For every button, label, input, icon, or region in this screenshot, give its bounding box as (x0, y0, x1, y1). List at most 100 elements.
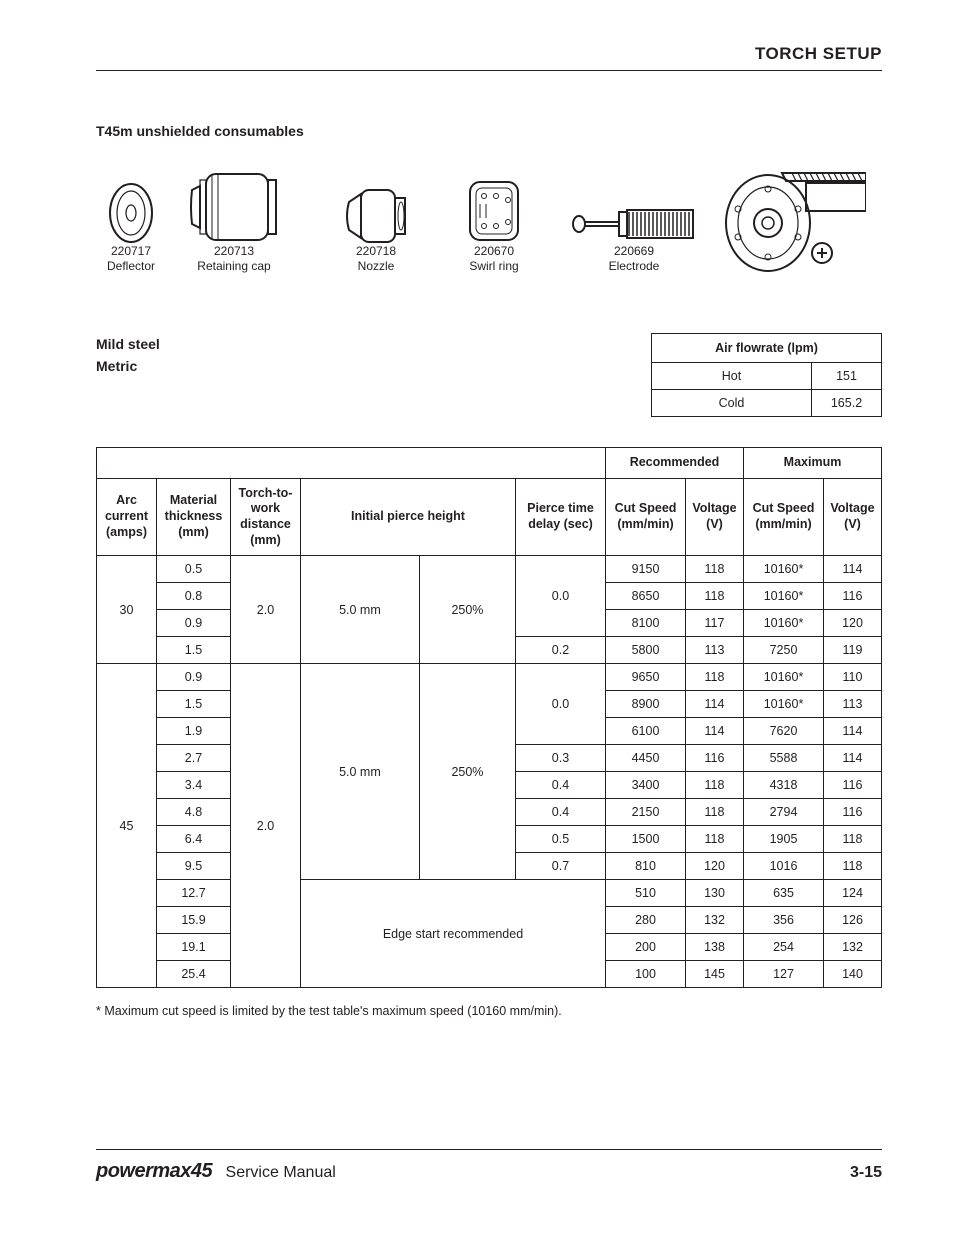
flow-cold-label: Cold (652, 390, 812, 417)
cell-mv: 118 (824, 853, 882, 880)
cell-mcs: 10160* (744, 583, 824, 610)
cell-mv: 132 (824, 934, 882, 961)
cell-ph-pct: 250% (419, 664, 515, 880)
consumable-nozzle: 220718 Nozzle (340, 188, 412, 275)
th-max-cs: Cut Speed (mm/min) (744, 478, 824, 556)
cell-mv: 110 (824, 664, 882, 691)
cell-t: 12.7 (157, 880, 231, 907)
cell-delay: 0.0 (516, 556, 606, 637)
torch-icon (706, 165, 866, 275)
cell-delay: 0.4 (516, 772, 606, 799)
cell-rv: 114 (686, 718, 744, 745)
cell-t: 6.4 (157, 826, 231, 853)
cell-rv: 120 (686, 853, 744, 880)
th-pierce-d: Pierce time delay (sec) (516, 478, 606, 556)
th-blank (97, 448, 606, 479)
cell-mcs: 4318 (744, 772, 824, 799)
cell-rcs: 3400 (606, 772, 686, 799)
cell-mv: 118 (824, 826, 882, 853)
cell-t: 0.9 (157, 610, 231, 637)
cell-rcs: 280 (606, 907, 686, 934)
electrode-icon (571, 204, 697, 244)
cell-t: 4.8 (157, 799, 231, 826)
cell-rcs: 4450 (606, 745, 686, 772)
cell-rv: 145 (686, 961, 744, 988)
cell-t: 25.4 (157, 961, 231, 988)
part-number: 220670 (474, 244, 514, 260)
cell-rv: 118 (686, 556, 744, 583)
flow-hot-value: 151 (812, 363, 882, 390)
cell-t: 15.9 (157, 907, 231, 934)
cell-ttw: 2.0 (231, 556, 301, 664)
part-name: Electrode (609, 259, 660, 275)
cell-mcs: 356 (744, 907, 824, 934)
cell-t: 1.9 (157, 718, 231, 745)
cell-rv: 118 (686, 664, 744, 691)
cell-delay: 0.0 (516, 664, 606, 745)
cell-t: 1.5 (157, 691, 231, 718)
cell-rcs: 810 (606, 853, 686, 880)
cell-delay: 0.5 (516, 826, 606, 853)
page-footer: powermax45 Service Manual 3-15 (96, 1149, 882, 1183)
deflector-icon (105, 182, 157, 244)
part-name: Nozzle (358, 259, 395, 275)
section-title: T45m unshielded consumables (96, 123, 882, 139)
th-thickness: Material thickness (mm) (157, 478, 231, 556)
cut-chart-table: Recommended Maximum Arc current (amps) M… (96, 447, 882, 988)
th-max-v: Voltage (V) (824, 478, 882, 556)
part-name: Swirl ring (469, 259, 518, 275)
cell-rv: 113 (686, 637, 744, 664)
cell-delay: 0.7 (516, 853, 606, 880)
cell-mcs: 10160* (744, 610, 824, 637)
cell-delay: 0.2 (516, 637, 606, 664)
cell-mcs: 10160* (744, 664, 824, 691)
cell-rcs: 8100 (606, 610, 686, 637)
cell-rv: 116 (686, 745, 744, 772)
cell-t: 0.5 (157, 556, 231, 583)
swirl-ring-icon (466, 178, 522, 244)
cell-rv: 130 (686, 880, 744, 907)
page-number: 3-15 (850, 1164, 882, 1182)
cell-edge: Edge start recommended (301, 880, 606, 988)
flow-hot-label: Hot (652, 363, 812, 390)
part-number: 220718 (356, 244, 396, 260)
cell-mv: 119 (824, 637, 882, 664)
material-flow-row: Mild steel Metric Air flowrate (lpm) Hot… (96, 333, 882, 417)
cell-mv: 124 (824, 880, 882, 907)
material-label: Mild steel Metric (96, 333, 160, 378)
cell-rcs: 1500 (606, 826, 686, 853)
consumable-swirl-ring: 220670 Swirl ring (458, 178, 530, 275)
cell-mcs: 1016 (744, 853, 824, 880)
cell-mv: 116 (824, 583, 882, 610)
th-pierce-h: Initial pierce height (301, 478, 516, 556)
cell-t: 19.1 (157, 934, 231, 961)
cell-mv: 140 (824, 961, 882, 988)
cell-rcs: 5800 (606, 637, 686, 664)
part-name: Deflector (107, 259, 155, 275)
cell-t: 2.7 (157, 745, 231, 772)
th-maximum: Maximum (744, 448, 882, 479)
cell-t: 3.4 (157, 772, 231, 799)
cell-t: 9.5 (157, 853, 231, 880)
cell-mcs: 10160* (744, 691, 824, 718)
cell-rv: 138 (686, 934, 744, 961)
manual-name: Service Manual (226, 1164, 336, 1181)
part-number: 220669 (614, 244, 654, 260)
cell-amps: 45 (97, 664, 157, 988)
cell-mcs: 254 (744, 934, 824, 961)
cell-mcs: 2794 (744, 799, 824, 826)
cell-delay: 0.3 (516, 745, 606, 772)
cell-rv: 117 (686, 610, 744, 637)
cell-rcs: 510 (606, 880, 686, 907)
footer-left: powermax45 Service Manual (96, 1160, 336, 1183)
cell-mv: 113 (824, 691, 882, 718)
cell-rcs: 6100 (606, 718, 686, 745)
consumable-deflector: 220717 Deflector (96, 182, 166, 275)
flow-cold-value: 165.2 (812, 390, 882, 417)
cell-ph-mm: 5.0 mm (301, 664, 420, 880)
torch-assembly (706, 165, 866, 275)
cell-mcs: 7250 (744, 637, 824, 664)
cell-mv: 114 (824, 718, 882, 745)
cell-rcs: 8650 (606, 583, 686, 610)
cell-rcs: 9150 (606, 556, 686, 583)
